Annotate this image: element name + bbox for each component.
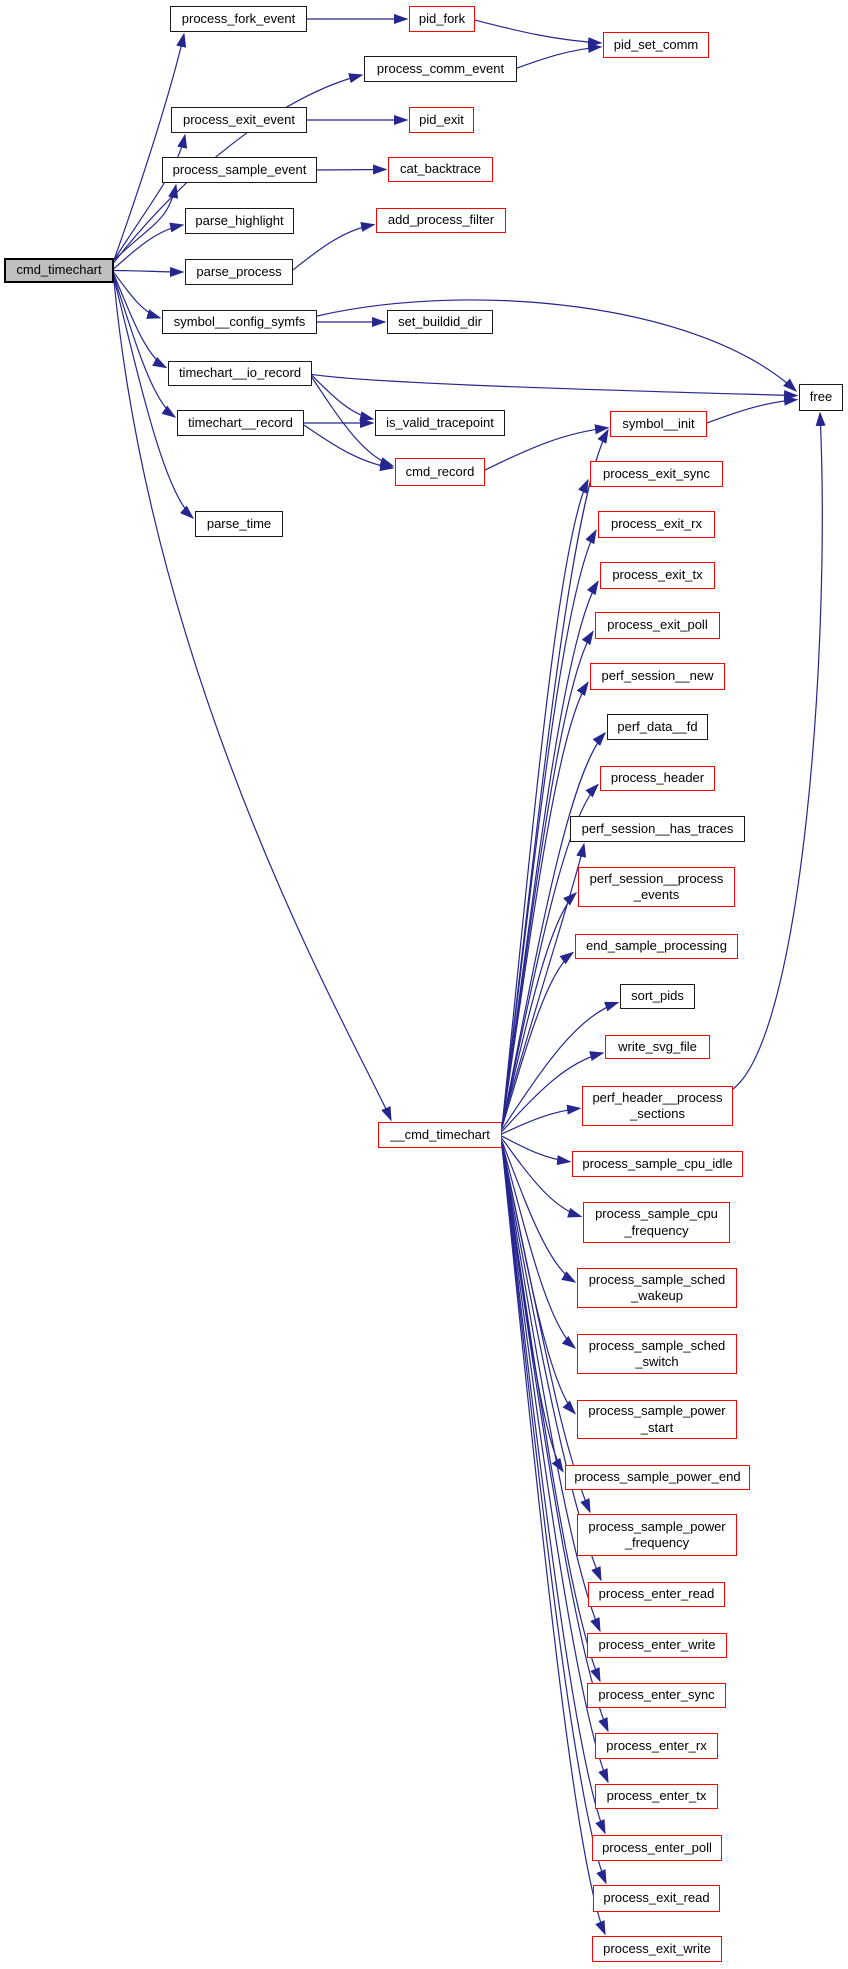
- edge-perf_header__process_sections-to-free: [732, 411, 826, 1090]
- node-process_enter_poll[interactable]: process_enter_poll: [592, 1835, 722, 1861]
- edge-pid_fork-to-pid_set_comm: [474, 19, 603, 48]
- node-process_enter_read[interactable]: process_enter_read: [588, 1582, 725, 1607]
- node-add_process_filter[interactable]: add_process_filter: [376, 208, 506, 233]
- edge-__cmd_timechart-to-process_sample_power_frequency: [501, 1145, 591, 1514]
- edge-__cmd_timechart-to-end_sample_processing: [501, 951, 575, 1128]
- edge-__cmd_timechart-to-perf_session__has_traces: [501, 842, 587, 1125]
- node-process_sample_cpu_frequency[interactable]: process_sample_cpu _frequency: [583, 1202, 730, 1243]
- node-process_enter_write[interactable]: process_enter_write: [587, 1633, 727, 1658]
- edge-__cmd_timechart-to-process_sample_sched_wakeup: [501, 1140, 577, 1283]
- node-process_fork_event[interactable]: process_fork_event: [170, 6, 307, 32]
- edge-__cmd_timechart-to-process_exit_poll: [501, 630, 594, 1128]
- node-process_exit_poll[interactable]: process_exit_poll: [595, 612, 720, 639]
- node-perf_session__process_events[interactable]: perf_session__process _events: [578, 867, 735, 907]
- node-sort_pids[interactable]: sort_pids: [620, 984, 695, 1009]
- node-process_exit_tx[interactable]: process_exit_tx: [600, 562, 715, 589]
- node-perf_data__fd[interactable]: perf_data__fd: [607, 714, 708, 740]
- edge-timechart__io_record-to-free: [311, 373, 799, 401]
- edge-cmd_timechart-to-timechart__io_record: [113, 274, 168, 369]
- edge-symbol__init-to-free: [706, 395, 799, 424]
- edge-__cmd_timechart-to-process_sample_cpu_idle: [501, 1135, 572, 1166]
- edge-cmd_timechart-to-process_sample_event: [113, 183, 179, 261]
- node-process_exit_rx[interactable]: process_exit_rx: [598, 511, 715, 538]
- node-process_sample_cpu_idle[interactable]: process_sample_cpu_idle: [572, 1151, 743, 1177]
- node-process_sample_event[interactable]: process_sample_event: [162, 157, 317, 183]
- node-process_sample_sched_wakeup[interactable]: process_sample_sched _wakeup: [577, 1268, 737, 1308]
- edge-process_sample_event-to-cat_backtrace: [316, 164, 388, 175]
- node-free[interactable]: free: [799, 384, 843, 411]
- edge-cmd_timechart-to-__cmd_timechart: [113, 280, 392, 1122]
- edge-timechart__io_record-to-is_valid_tracepoint: [311, 375, 375, 422]
- edge-cmd_timechart-to-process_comm_event: [113, 73, 364, 263]
- node-process_exit_sync[interactable]: process_exit_sync: [590, 461, 723, 487]
- edge-__cmd_timechart-to-process_enter_write: [501, 1145, 601, 1633]
- edge-__cmd_timechart-to-process_exit_rx: [501, 529, 597, 1128]
- edge-parse_process-to-add_process_filter: [292, 221, 376, 271]
- node-timechart__record[interactable]: timechart__record: [177, 410, 304, 436]
- edge-cmd_timechart-to-symbol__config_symfs: [113, 272, 162, 319]
- node-process_enter_sync[interactable]: process_enter_sync: [587, 1683, 726, 1708]
- edge-timechart__record-to-cmd_record: [303, 424, 395, 472]
- node-end_sample_processing[interactable]: end_sample_processing: [575, 934, 738, 959]
- node-parse_process[interactable]: parse_process: [185, 259, 293, 285]
- node-pid_exit[interactable]: pid_exit: [409, 107, 474, 133]
- edge-__cmd_timechart-to-process_exit_write: [501, 1145, 606, 1936]
- edge-__cmd_timechart-to-perf_header__process_sections: [501, 1104, 582, 1135]
- edge-__cmd_timechart-to-process_header: [501, 783, 599, 1128]
- node-process_enter_tx[interactable]: process_enter_tx: [595, 1784, 718, 1809]
- edge-__cmd_timechart-to-perf_session__process_events: [501, 892, 578, 1128]
- node-is_valid_tracepoint[interactable]: is_valid_tracepoint: [375, 410, 505, 436]
- edge-cmd_timechart-to-parse_time: [113, 278, 195, 519]
- node-pid_set_comm[interactable]: pid_set_comm: [603, 32, 709, 58]
- node-perf_header__process_sections[interactable]: perf_header__process _sections: [582, 1086, 733, 1126]
- node-process_sample_power_frequency[interactable]: process_sample_power _frequency: [577, 1514, 737, 1556]
- node-process_sample_power_end[interactable]: process_sample_power_end: [565, 1465, 750, 1490]
- edge-cmd_timechart-to-process_exit_event: [113, 133, 188, 261]
- node-symbol__config_symfs[interactable]: symbol__config_symfs: [162, 310, 317, 334]
- node-perf_session__has_traces[interactable]: perf_session__has_traces: [570, 816, 745, 842]
- node-parse_highlight[interactable]: parse_highlight: [185, 208, 294, 234]
- node-process_enter_rx[interactable]: process_enter_rx: [595, 1733, 718, 1759]
- node-process_header[interactable]: process_header: [600, 766, 715, 791]
- node-symbol__init[interactable]: symbol__init: [610, 411, 707, 437]
- node-pid_fork[interactable]: pid_fork: [409, 6, 475, 32]
- edge-cmd_record-to-symbol__init: [484, 424, 610, 471]
- edge-__cmd_timechart-to-perf_data__fd: [501, 731, 606, 1128]
- edge-__cmd_timechart-to-process_sample_cpu_frequency: [501, 1138, 583, 1218]
- edge-cmd_timechart-to-timechart__record: [113, 276, 177, 418]
- node-cmd_record[interactable]: cmd_record: [395, 458, 485, 486]
- edge-__cmd_timechart-to-sort_pids: [501, 1001, 620, 1130]
- node-perf_session__new[interactable]: perf_session__new: [590, 663, 725, 690]
- node-process_sample_power_start[interactable]: process_sample_power _start: [577, 1400, 737, 1439]
- node-set_buildid_dir[interactable]: set_buildid_dir: [387, 310, 493, 334]
- edge-cmd_timechart-to-process_fork_event: [113, 32, 187, 261]
- node-process_exit_event[interactable]: process_exit_event: [171, 107, 307, 133]
- edge-__cmd_timechart-to-write_svg_file: [501, 1051, 605, 1132]
- edge-__cmd_timechart-to-process_exit_sync: [501, 478, 589, 1128]
- edge-__cmd_timechart-to-process_sample_sched_switch: [501, 1142, 577, 1349]
- node-process_exit_write[interactable]: process_exit_write: [592, 1936, 722, 1962]
- node-cmd_timechart: cmd_timechart: [4, 258, 114, 283]
- edge-symbol__config_symfs-to-free: [316, 299, 798, 392]
- node-cat_backtrace[interactable]: cat_backtrace: [388, 157, 493, 182]
- node-process_comm_event[interactable]: process_comm_event: [364, 56, 517, 82]
- node-process_exit_read[interactable]: process_exit_read: [593, 1885, 720, 1912]
- edge-__cmd_timechart-to-process_enter_poll: [501, 1145, 606, 1835]
- edge-__cmd_timechart-to-perf_session__new: [501, 681, 589, 1128]
- node-process_sample_sched_switch[interactable]: process_sample_sched _switch: [577, 1334, 737, 1374]
- edge-cmd_timechart-to-parse_process: [113, 266, 185, 278]
- node-__cmd_timechart[interactable]: __cmd_timechart: [378, 1122, 502, 1148]
- node-timechart__io_record[interactable]: timechart__io_record: [168, 361, 312, 386]
- edge-cmd_timechart-to-parse_highlight: [113, 222, 185, 269]
- node-parse_time[interactable]: parse_time: [195, 511, 283, 537]
- node-write_svg_file[interactable]: write_svg_file: [605, 1035, 710, 1059]
- edge-__cmd_timechart-to-process_exit_tx: [501, 580, 599, 1128]
- edge-__cmd_timechart-to-process_enter_tx: [501, 1145, 609, 1784]
- edge-process_comm_event-to-pid_set_comm: [516, 42, 603, 69]
